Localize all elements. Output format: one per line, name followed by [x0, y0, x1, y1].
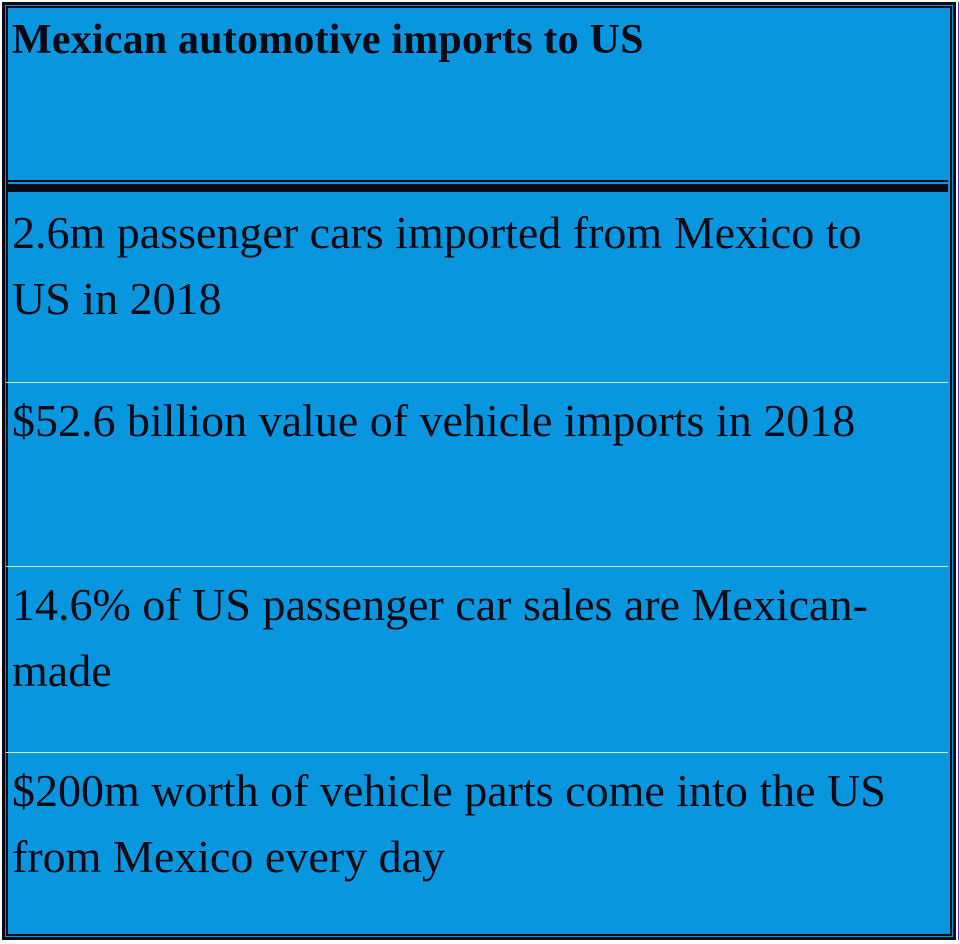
table-title: Mexican automotive imports to US — [12, 17, 644, 63]
header-divider-thick — [6, 184, 948, 192]
row-text-sales-share: 14.6% of US passenger car sales are Mexi… — [12, 579, 868, 696]
row-divider — [6, 752, 948, 753]
table-header-cell: Mexican automotive imports to US — [6, 6, 948, 178]
table-row: $200m worth of vehicle parts come into t… — [6, 754, 948, 934]
row-text-parts-daily: $200m worth of vehicle parts come into t… — [12, 765, 886, 882]
table-edge-line — [958, 2, 959, 940]
table-row: 14.6% of US passenger car sales are Mexi… — [6, 568, 948, 752]
row-divider — [6, 382, 948, 383]
row-text-cars-imported: 2.6m passenger cars imported from Mexico… — [12, 207, 862, 324]
row-text-import-value: $52.6 billion value of vehicle imports i… — [12, 395, 856, 446]
table-row: $52.6 billion value of vehicle imports i… — [6, 384, 948, 566]
header-divider-thin — [6, 180, 948, 182]
row-divider — [6, 566, 948, 567]
table-row: 2.6m passenger cars imported from Mexico… — [6, 196, 948, 382]
